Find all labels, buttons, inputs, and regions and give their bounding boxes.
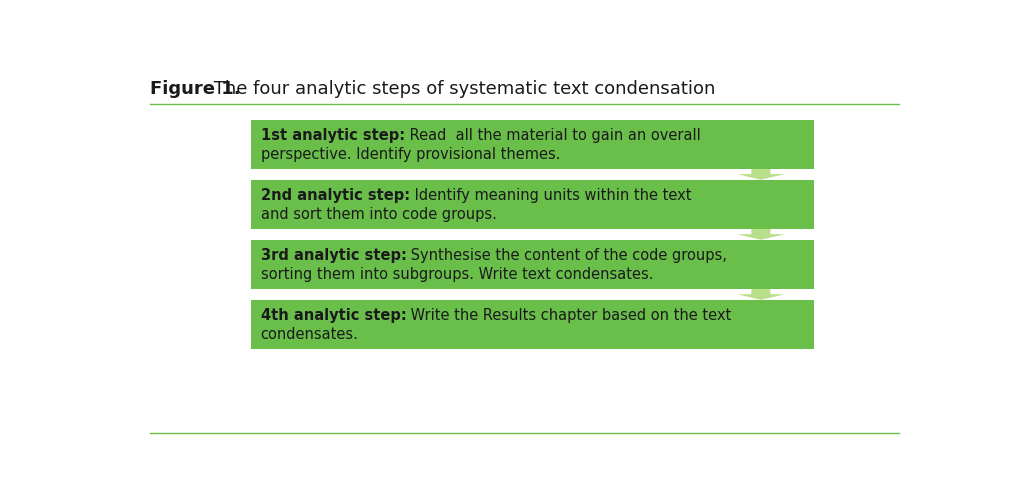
Text: Write the Results chapter based on the text: Write the Results chapter based on the t… bbox=[407, 308, 731, 323]
Text: and sort them into code groups.: and sort them into code groups. bbox=[260, 206, 497, 222]
Text: 4th analytic step:: 4th analytic step: bbox=[260, 308, 407, 323]
Text: Identify meaning units within the text: Identify meaning units within the text bbox=[410, 188, 691, 203]
Text: The four analytic steps of systematic text condensation: The four analytic steps of systematic te… bbox=[208, 80, 716, 98]
Text: condensates.: condensates. bbox=[260, 327, 358, 342]
FancyBboxPatch shape bbox=[251, 240, 814, 289]
Text: Synthesise the content of the code groups,: Synthesise the content of the code group… bbox=[407, 248, 727, 263]
FancyBboxPatch shape bbox=[251, 120, 814, 169]
Text: Figure 1.: Figure 1. bbox=[151, 80, 241, 98]
Text: 3rd analytic step:: 3rd analytic step: bbox=[260, 248, 407, 263]
Polygon shape bbox=[737, 169, 784, 179]
FancyBboxPatch shape bbox=[251, 180, 814, 229]
Text: 1st analytic step:: 1st analytic step: bbox=[260, 128, 404, 143]
Text: perspective. Identify provisional themes.: perspective. Identify provisional themes… bbox=[260, 146, 560, 162]
Text: 2nd analytic step:: 2nd analytic step: bbox=[260, 188, 410, 203]
Text: sorting them into subgroups. Write text condensates.: sorting them into subgroups. Write text … bbox=[260, 267, 653, 282]
Polygon shape bbox=[737, 289, 784, 300]
FancyBboxPatch shape bbox=[251, 300, 814, 349]
Polygon shape bbox=[737, 229, 784, 240]
Text: Read  all the material to gain an overall: Read all the material to gain an overall bbox=[404, 128, 700, 143]
